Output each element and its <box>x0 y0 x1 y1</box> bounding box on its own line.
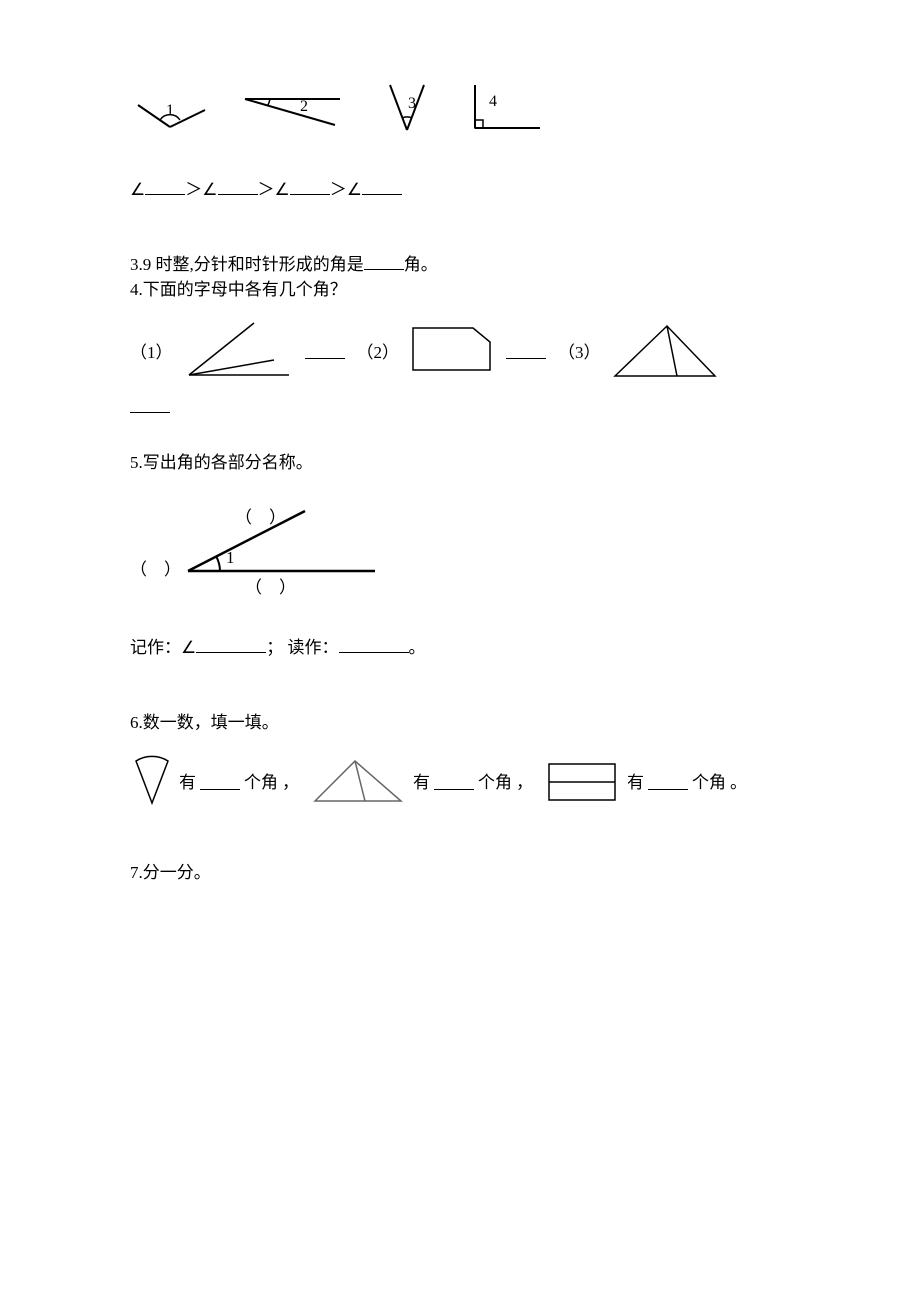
blank[interactable] <box>648 772 688 790</box>
angle-symbol: ∠ <box>181 638 196 657</box>
q6-item-2: 有 个角， <box>309 753 533 808</box>
blank[interactable] <box>218 177 258 195</box>
gt-symbol: ＞ <box>330 180 347 199</box>
q5-write-label: 记作： <box>130 638 181 657</box>
q4-item-2: （2） <box>357 320 547 380</box>
blank[interactable] <box>364 252 404 270</box>
q4-title: 4.下面的字母中各有几个角？ <box>130 275 800 300</box>
blank[interactable] <box>200 772 240 790</box>
q6-has: 有 <box>627 768 644 793</box>
q3-suffix: 角。 <box>404 255 438 274</box>
q6-title: 6.数一数，填一填。 <box>130 708 800 733</box>
q4-row: （1） （2） （3） <box>130 315 800 385</box>
blank[interactable] <box>145 177 185 195</box>
angle-symbol: ∠ <box>202 180 217 199</box>
period: 。 <box>730 768 747 793</box>
blank[interactable] <box>339 635 409 653</box>
q7-title: 7.分一分。 <box>130 858 800 883</box>
q6-item-1: 有 个角， <box>130 753 299 808</box>
q4-item-1: （1） <box>130 315 345 385</box>
blank[interactable] <box>290 177 330 195</box>
q6-fig-sector <box>130 753 175 808</box>
angle-2-figure: 2 <box>240 85 350 135</box>
q4-label-3: （3） <box>558 338 601 363</box>
semicolon: ； <box>266 638 283 657</box>
q4-fig-2 <box>405 320 500 380</box>
q4-fig-3 <box>607 318 722 383</box>
q5-angle-number: 1 <box>226 548 235 568</box>
angle-1-figure: 1 <box>130 85 210 135</box>
period: 。 <box>409 638 426 657</box>
q6-unit: 个角 <box>692 768 726 793</box>
gt-symbol: ＞ <box>185 180 202 199</box>
angle-4-label: 4 <box>489 93 497 110</box>
q4-item-3: （3） <box>558 318 722 383</box>
angle-3-figure: 3 <box>380 80 435 135</box>
q3-line: 3.9 时整,分针和时针形成的角是 角。 <box>130 250 800 275</box>
q5-title: 5.写出角的各部分名称。 <box>130 448 800 473</box>
blank[interactable] <box>196 635 266 653</box>
angle-ordering-line: ∠＞∠＞∠＞∠ <box>130 175 800 200</box>
angle-symbol: ∠ <box>347 180 362 199</box>
angle-3-label: 3 <box>408 95 416 112</box>
blank[interactable] <box>130 395 170 413</box>
angle-4-figure: 4 <box>465 80 545 135</box>
angle-1-label: 1 <box>166 102 174 119</box>
q5-figure: （ ） （ ） （ ） 1 <box>130 493 390 603</box>
comma: ， <box>282 768 299 793</box>
angles-figure-row: 1 2 3 4 <box>130 80 800 135</box>
q6-row: 有个角， 有个角， 有个角。 <box>130 753 800 808</box>
q3-prefix: 3.9 时整,分针和时针形成的角是 <box>130 255 364 274</box>
q6-fig-rect <box>543 756 623 806</box>
q4-label-1: （1） <box>130 338 173 363</box>
gt-symbol: ＞ <box>258 180 275 199</box>
q6-unit: 个角 <box>478 768 512 793</box>
blank[interactable] <box>305 341 345 359</box>
blank[interactable] <box>506 341 546 359</box>
angle-symbol: ∠ <box>130 180 145 199</box>
q6-item-3: 有 个角。 <box>543 756 747 806</box>
comma: ， <box>516 768 533 793</box>
q6-unit: 个角 <box>244 768 278 793</box>
q4-label-2: （2） <box>357 338 400 363</box>
angle-2-label: 2 <box>300 98 308 115</box>
blank[interactable] <box>362 177 402 195</box>
q4-fig-1 <box>179 315 299 385</box>
q5-read-label: 读作： <box>288 638 339 657</box>
q5-answer-line: 记作：∠ ； 读作： 。 <box>130 633 800 658</box>
q5-paren-top[interactable]: （ ） <box>235 503 286 528</box>
q6-fig-triangle <box>309 753 409 808</box>
q5-paren-bottom[interactable]: （ ） <box>245 573 296 598</box>
q6-has: 有 <box>179 768 196 793</box>
blank[interactable] <box>434 772 474 790</box>
angle-symbol: ∠ <box>275 180 290 199</box>
q6-has: 有 <box>413 768 430 793</box>
q5-paren-left[interactable]: （ ） <box>130 555 181 580</box>
